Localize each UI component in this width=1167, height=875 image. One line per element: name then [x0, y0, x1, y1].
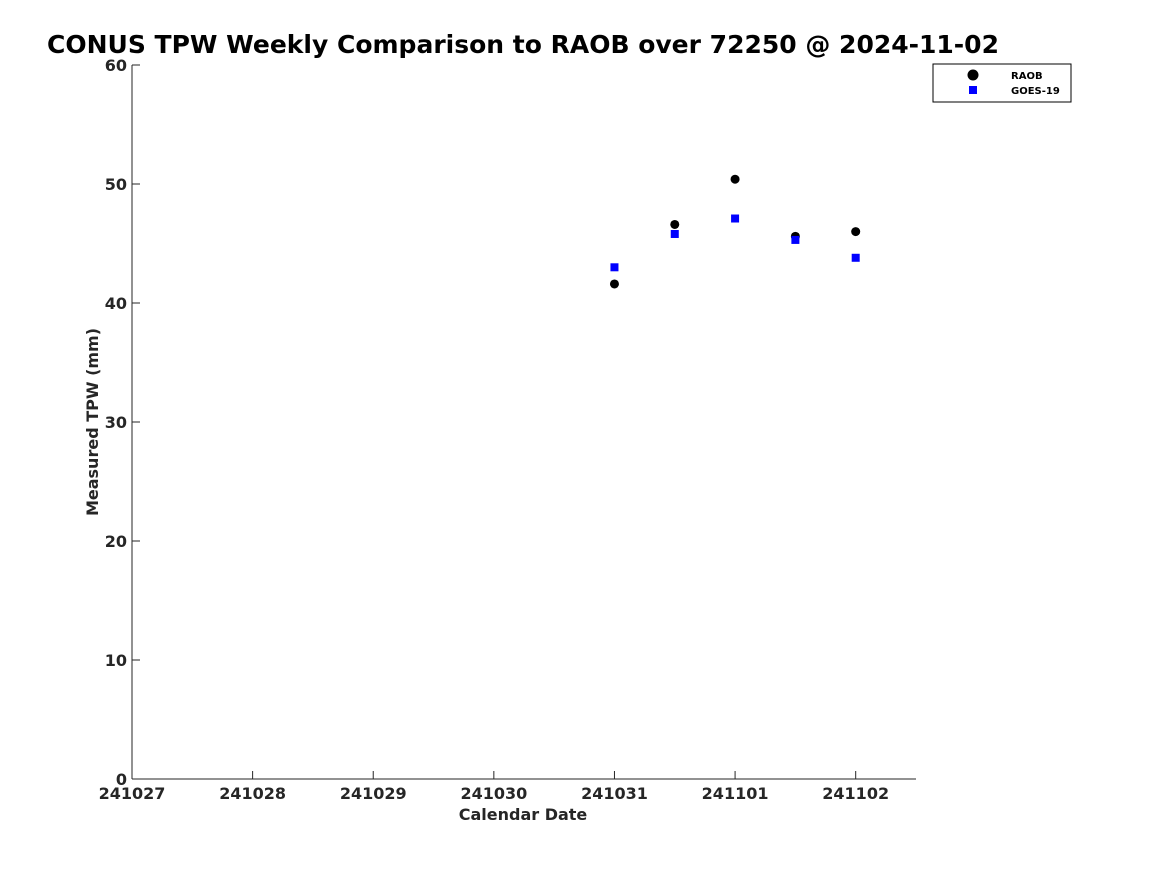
data-point-raob — [851, 227, 861, 237]
y-tick-label: 50 — [105, 175, 127, 194]
data-point-goes-19 — [851, 253, 860, 262]
legend: RAOB GOES-19 — [932, 63, 1072, 103]
x-tick-label: 241028 — [219, 784, 286, 803]
legend-marker-raob — [967, 69, 979, 81]
x-tick-label: 241031 — [581, 784, 648, 803]
x-tick-label: 241030 — [460, 784, 527, 803]
y-tick-label: 10 — [105, 651, 127, 670]
x-tick-label: 241101 — [702, 784, 769, 803]
y-tick-label: 0 — [116, 770, 127, 789]
data-point-goes-19 — [731, 214, 740, 223]
data-point-raob — [670, 219, 680, 229]
x-axis-label: Calendar Date — [459, 805, 588, 824]
y-axis-label: Measured TPW (mm) — [83, 328, 102, 516]
data-point-raob — [609, 279, 619, 289]
axes: 0 10 20 30 40 50 60 241027 241028 241029 241030 241… — [99, 56, 916, 803]
data-point-goes-19 — [610, 263, 619, 272]
x-tick-label: 241102 — [822, 784, 889, 803]
legend-label-goes-19: GOES-19 — [1011, 86, 1060, 97]
data-point-goes-19 — [791, 235, 800, 244]
x-tick-label: 241027 — [99, 784, 166, 803]
y-tick-label: 30 — [105, 413, 127, 432]
y-tick-label: 40 — [105, 294, 127, 313]
legend-box — [932, 63, 1072, 103]
legend-label-raob: RAOB — [1011, 71, 1043, 82]
y-tick-label: 20 — [105, 532, 127, 551]
x-tick-label: 241029 — [340, 784, 407, 803]
data-marks — [609, 174, 861, 289]
legend-marker-goes-19 — [969, 86, 977, 94]
data-point-goes-19 — [670, 229, 679, 238]
data-point-raob — [730, 174, 740, 184]
chart-title: CONUS TPW Weekly Comparison to RAOB over… — [47, 30, 999, 59]
y-tick-label: 60 — [105, 56, 127, 75]
